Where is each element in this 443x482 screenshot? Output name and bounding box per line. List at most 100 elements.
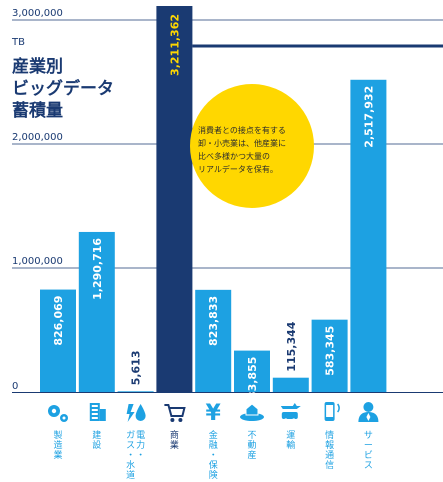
tower xyxy=(89,403,100,421)
category-label-char: ビ xyxy=(364,450,373,461)
callout-line-4: リアルデータを保有。 xyxy=(198,165,278,174)
callout-circle xyxy=(190,84,314,208)
window xyxy=(91,409,98,411)
screen xyxy=(326,405,334,417)
category-label-char: 力 xyxy=(136,439,145,451)
value-label: 115,344 xyxy=(285,321,298,371)
category-label-char: 通 xyxy=(325,450,334,461)
y-tick-label: 0 xyxy=(12,381,18,392)
bar-7 xyxy=(272,377,309,392)
category-label-char: 造 xyxy=(53,439,62,451)
value-label: 583,345 xyxy=(324,326,337,376)
category-label-char: 業 xyxy=(53,449,62,461)
bar-4 xyxy=(156,6,193,392)
cart-wheel xyxy=(178,418,183,422)
category-label-char: 運 xyxy=(286,430,295,441)
value-label: 333,855 xyxy=(246,357,259,407)
category-label-char: 道 xyxy=(126,469,135,481)
bus xyxy=(281,412,298,419)
category-label-char: サ xyxy=(364,430,373,441)
value-label-group: 115,344 xyxy=(285,321,298,371)
category-label-char: 産 xyxy=(247,449,256,461)
value-label-group: 2,517,932 xyxy=(362,86,375,148)
bar-2 xyxy=(78,231,115,392)
bar-6 xyxy=(234,350,270,392)
value-label: 2,517,932 xyxy=(362,86,375,148)
y-tick-label: 3,000,000 xyxy=(12,8,63,19)
category-label-char: ・ xyxy=(209,451,218,461)
category-label-char: ス xyxy=(364,461,373,471)
wheel xyxy=(284,418,288,422)
category-label-char: 保 xyxy=(209,459,218,471)
window xyxy=(91,413,98,415)
chart-title-line-2: ビッグデータ xyxy=(12,79,114,99)
category-label-char: 製 xyxy=(53,429,62,441)
transport-icon xyxy=(280,403,301,422)
yen-icon: ¥ xyxy=(206,401,222,426)
bar-5 xyxy=(195,289,232,392)
category-label-char: 不 xyxy=(247,430,256,441)
power-water-icon xyxy=(126,404,146,422)
value-label-group: 5,613 xyxy=(130,351,143,386)
category-label-char: 融 xyxy=(209,440,218,451)
yen-glyph: ¥ xyxy=(206,401,222,426)
value-label-group: 826,069 xyxy=(52,296,65,346)
category-label-char: 電 xyxy=(136,430,145,441)
house xyxy=(245,403,259,416)
window xyxy=(91,417,98,419)
value-label: 1,290,716 xyxy=(91,238,104,300)
value-label-group: 333,855 xyxy=(246,357,259,407)
signal xyxy=(336,403,340,413)
chart-title-line-3: 蓄積量 xyxy=(12,101,63,121)
category-label-char: 動 xyxy=(247,440,256,451)
callout-text: 消費者との接点を有する 卸・小売業は、他産業に 比べ多様かつ大量の リアルデータ… xyxy=(198,124,306,176)
head xyxy=(363,402,374,412)
gear-small-hole xyxy=(62,416,66,420)
value-label: 3,211,362 xyxy=(168,14,181,76)
chart-title-line-1: 産業別 xyxy=(12,57,63,77)
gears-icon xyxy=(48,405,68,422)
bar-9 xyxy=(350,79,387,392)
unit-label: TB xyxy=(11,37,25,48)
category-label-char: 金 xyxy=(209,429,218,441)
callout-line-3: 比べ多様かつ大量の xyxy=(198,152,270,161)
shopping-cart-icon xyxy=(164,404,186,422)
lightning xyxy=(126,404,135,422)
category-label-char: 報 xyxy=(325,440,334,451)
category-label-char: 信 xyxy=(325,459,334,471)
water-drop xyxy=(135,404,146,421)
category-label-char: 建 xyxy=(92,429,101,441)
value-label: 5,613 xyxy=(130,351,143,386)
value-label: 826,069 xyxy=(52,296,65,346)
callout-line-1: 消費者との接点を有する xyxy=(198,126,286,135)
category-label-char: 業 xyxy=(170,439,179,451)
value-label-group: 583,345 xyxy=(324,326,337,376)
callout-line-2: 卸・小売業は、他産業に xyxy=(198,139,286,148)
category-label-char: 険 xyxy=(209,470,218,481)
category-label-char: ー xyxy=(364,441,373,451)
cart-wheel xyxy=(170,418,175,422)
category-label-char: 情 xyxy=(325,429,334,441)
house-icon xyxy=(240,403,264,421)
wheel xyxy=(292,418,296,422)
person-icon xyxy=(358,402,379,422)
smartphone-icon xyxy=(324,402,340,421)
category-label-char: 水 xyxy=(126,459,135,471)
building-icon xyxy=(89,403,106,421)
category-label-char: 設 xyxy=(92,439,101,451)
y-tick-label: 2,000,000 xyxy=(12,132,63,143)
category-label-char: ・ xyxy=(126,451,135,461)
window xyxy=(91,405,98,407)
category-label-char: ・ xyxy=(136,451,145,461)
bar-3 xyxy=(117,391,154,392)
y-tick-label: 1,000,000 xyxy=(12,256,63,267)
bar-1 xyxy=(40,289,76,392)
category-label-char: 商 xyxy=(170,429,179,441)
annex xyxy=(99,409,106,421)
value-label-group: 1,290,716 xyxy=(91,238,104,300)
category-label-char: ガ xyxy=(126,430,135,441)
value-label: 823,833 xyxy=(207,296,220,346)
cart-body xyxy=(164,404,186,417)
